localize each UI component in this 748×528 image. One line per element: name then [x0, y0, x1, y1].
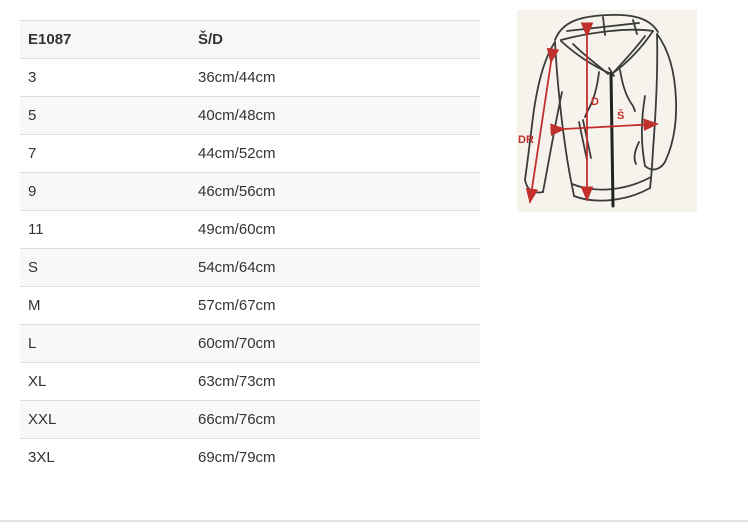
body-left-edge — [554, 41, 575, 197]
size-cell: 5 — [20, 96, 190, 135]
size-cell: 7 — [20, 134, 190, 173]
left-sleeve-inner — [542, 91, 563, 193]
table-row: S 54cm/64cm — [20, 248, 480, 287]
size-cell: XXL — [20, 400, 190, 439]
sleeve-label: DR — [518, 134, 534, 146]
table-row: L 60cm/70cm — [20, 324, 480, 363]
hood-lower-edge — [560, 28, 654, 41]
size-cell: 11 — [20, 210, 190, 249]
right-sleeve-inner — [641, 95, 646, 167]
measurement-cell: 44cm/52cm — [190, 134, 480, 173]
table-row: 3XL 69cm/79cm — [20, 438, 480, 476]
jacket-sketch-svg: D Š DR — [518, 14, 678, 208]
dimension-header: Š/D — [190, 20, 480, 59]
table-row: 11 49cm/60cm — [20, 210, 480, 249]
size-cell: 3XL — [20, 438, 190, 476]
hood-fold-line — [566, 22, 640, 32]
left-lapel-inner — [572, 43, 609, 75]
table-row: XL 63cm/73cm — [20, 362, 480, 401]
measurement-cell: 57cm/67cm — [190, 286, 480, 325]
body-right-edge — [649, 33, 659, 189]
size-table-body: 3 36cm/44cm 5 40cm/48cm 7 44cm/52cm 9 46… — [20, 58, 480, 476]
bottom-divider — [0, 520, 748, 522]
zipper-line — [609, 71, 615, 208]
table-row: 7 44cm/52cm — [20, 134, 480, 173]
jacket-measurement-diagram: D Š DR — [517, 10, 697, 212]
measurement-cell: 49cm/60cm — [190, 210, 480, 249]
size-cell: 9 — [20, 172, 190, 211]
size-cell: S — [20, 248, 190, 287]
width-label: Š — [617, 109, 624, 122]
product-code-header: E1087 — [20, 20, 190, 59]
right-cuff — [644, 161, 666, 171]
measurement-cell: 63cm/73cm — [190, 362, 480, 401]
table-row: 9 46cm/56cm — [20, 172, 480, 211]
hood-fold-seam-right — [632, 19, 638, 35]
measurement-cell: 36cm/44cm — [190, 58, 480, 97]
measurement-cell: 54cm/64cm — [190, 248, 480, 287]
width-arrow — [550, 118, 659, 137]
right-hand-detail — [633, 141, 640, 165]
length-label: D — [591, 96, 599, 108]
table-row: 5 40cm/48cm — [20, 96, 480, 135]
measurement-cell: 40cm/48cm — [190, 96, 480, 135]
size-table: E1087 Š/D 3 36cm/44cm 5 40cm/48cm 7 44cm… — [20, 20, 480, 476]
table-header-row: E1087 Š/D — [20, 20, 480, 59]
size-cell: M — [20, 286, 190, 325]
measurement-cell: 69cm/79cm — [190, 438, 480, 476]
measurement-cell: 66cm/76cm — [190, 400, 480, 439]
zipper-pull — [608, 67, 615, 77]
measurement-cell: 46cm/56cm — [190, 172, 480, 211]
sleeve-arrow — [525, 47, 560, 204]
right-lapel-inner — [613, 35, 646, 73]
measurement-cell: 60cm/70cm — [190, 324, 480, 363]
size-table-header: E1087 Š/D — [20, 20, 480, 59]
hood-outline — [554, 14, 659, 41]
size-cell: 3 — [20, 58, 190, 97]
drawstring-right — [619, 69, 636, 112]
table-row: M 57cm/67cm — [20, 286, 480, 325]
left-cuff — [524, 179, 544, 194]
size-cell: XL — [20, 362, 190, 401]
table-row: XXL 66cm/76cm — [20, 400, 480, 439]
size-cell: L — [20, 324, 190, 363]
table-row: 3 36cm/44cm — [20, 58, 480, 97]
right-sleeve-outer — [656, 33, 678, 163]
